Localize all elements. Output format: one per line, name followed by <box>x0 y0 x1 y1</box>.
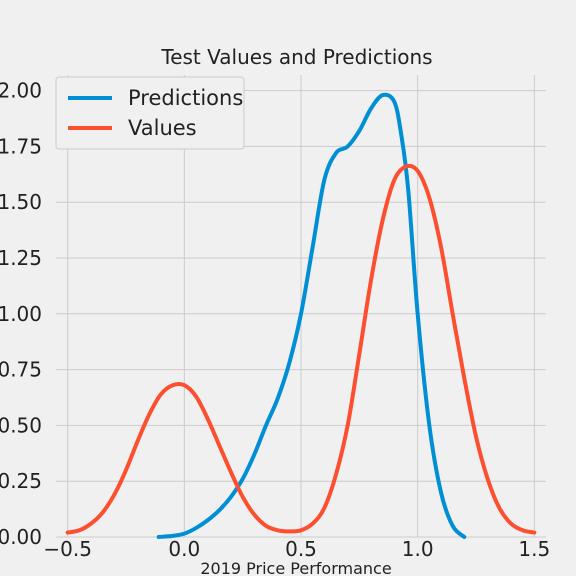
x-tick-label: −0.5 <box>43 537 92 561</box>
x-tick-label: 0.0 <box>168 537 200 561</box>
y-tick-label: 0.75 <box>0 358 42 382</box>
y-tick-label: 1.00 <box>0 302 42 326</box>
legend-label-values: Values <box>128 116 197 140</box>
x-tick-label: 1.0 <box>402 537 434 561</box>
x-axis-title: 2019 Price Performance <box>200 559 391 576</box>
chart-title: Test Values and Predictions <box>160 45 432 69</box>
tick-labels: −0.5 0.0 0.5 1.0 1.5 0.00 0.25 0.50 0.75 1.00 1.25… <box>0 79 550 561</box>
legend-label-predictions: Predictions <box>128 86 243 110</box>
y-tick-label: 1.50 <box>0 190 42 214</box>
y-tick-label: 2.00 <box>0 79 42 103</box>
legend: Predictions Values <box>55 76 245 150</box>
legend-box <box>55 76 245 150</box>
y-tick-label: 1.25 <box>0 246 42 270</box>
series-layer <box>65 92 537 539</box>
x-tick-label: 0.5 <box>285 537 317 561</box>
series-line-values <box>65 163 537 535</box>
y-tick-label: 0.00 <box>0 525 42 549</box>
x-tick-label: 1.5 <box>518 537 550 561</box>
y-tick-label: 0.25 <box>0 469 42 493</box>
y-tick-label: 0.50 <box>0 413 42 437</box>
series-line-predictions <box>156 92 467 539</box>
y-tick-label: 1.75 <box>0 134 42 158</box>
